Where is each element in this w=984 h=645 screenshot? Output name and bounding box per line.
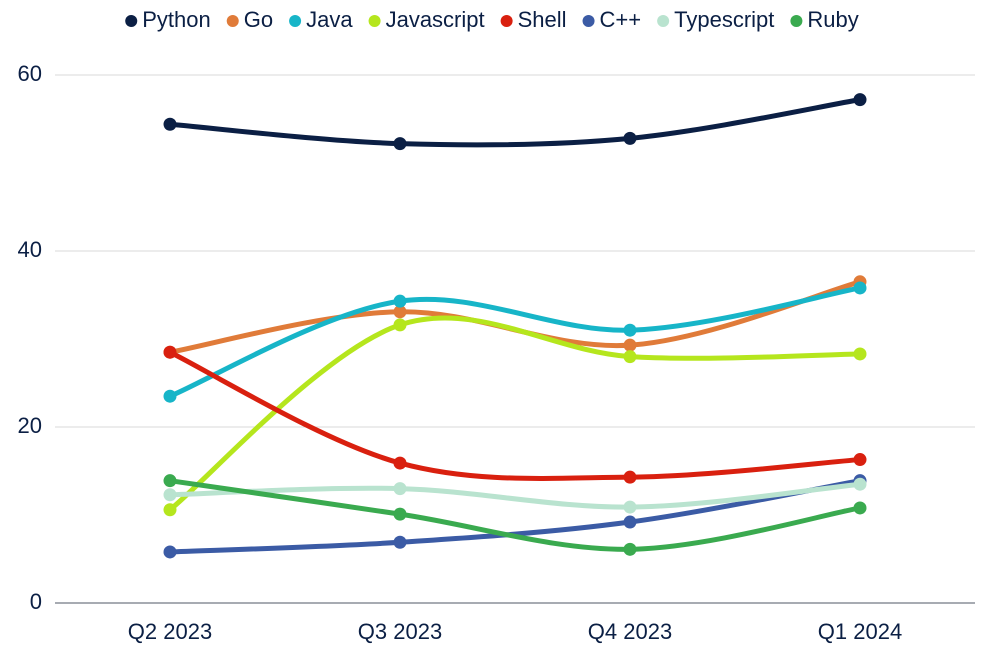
y-tick-label: 60 xyxy=(18,61,42,86)
y-tick-label: 40 xyxy=(18,237,42,262)
legend-label: Go xyxy=(244,7,273,32)
data-point xyxy=(163,503,177,517)
data-point xyxy=(393,535,407,549)
data-point xyxy=(163,345,177,359)
data-point xyxy=(853,501,867,515)
series-line xyxy=(167,279,863,355)
y-tick-label: 0 xyxy=(30,589,42,614)
x-tick-label: Q3 2023 xyxy=(358,619,442,644)
data-point xyxy=(393,137,407,151)
data-point xyxy=(623,470,637,484)
data-point xyxy=(853,347,867,361)
data-point xyxy=(853,281,867,295)
series-line xyxy=(167,97,863,148)
legend-label: Ruby xyxy=(807,7,858,32)
data-point xyxy=(853,453,867,467)
data-point xyxy=(853,93,867,107)
legend-marker xyxy=(368,15,381,27)
legend-label: Shell xyxy=(518,7,567,32)
data-point xyxy=(623,500,637,514)
data-point xyxy=(163,545,177,559)
legend-marker xyxy=(500,15,513,27)
x-tick-label: Q4 2023 xyxy=(588,619,672,644)
legend-label: Javascript xyxy=(386,7,485,32)
data-point xyxy=(393,318,407,332)
series-line xyxy=(167,478,863,552)
data-point xyxy=(393,305,407,319)
legend-marker xyxy=(790,15,803,27)
legend: Python Go Java Javascript Shell C++ Typescript… xyxy=(125,7,859,32)
data-point xyxy=(163,488,177,502)
data-point xyxy=(623,131,637,145)
data-point xyxy=(393,507,407,521)
data-point xyxy=(623,350,637,364)
legend-label: Typescript xyxy=(674,7,774,32)
legend-marker xyxy=(226,15,239,27)
legend-label: C++ xyxy=(600,7,642,32)
data-point xyxy=(623,338,637,352)
data-point xyxy=(163,117,177,131)
data-point xyxy=(163,474,177,488)
legend-label: Python xyxy=(142,7,211,32)
series-line xyxy=(167,481,863,510)
series-line xyxy=(167,285,863,399)
x-tick-label: Q1 2024 xyxy=(818,619,902,644)
legend-marker xyxy=(657,15,670,27)
data-point xyxy=(853,477,867,491)
series-line xyxy=(167,349,863,481)
legend-marker xyxy=(582,15,595,27)
data-point xyxy=(163,389,177,403)
legend-marker xyxy=(289,15,302,27)
data-point xyxy=(623,515,637,529)
legend-marker xyxy=(125,15,138,27)
legend-label: Java xyxy=(306,7,353,32)
data-point xyxy=(623,542,637,556)
y-tick-label: 20 xyxy=(18,413,42,438)
series-line xyxy=(167,315,863,513)
x-tick-label: Q2 2023 xyxy=(128,619,212,644)
data-point xyxy=(393,482,407,496)
data-point xyxy=(623,323,637,337)
data-point xyxy=(393,294,407,308)
data-point xyxy=(393,456,407,470)
